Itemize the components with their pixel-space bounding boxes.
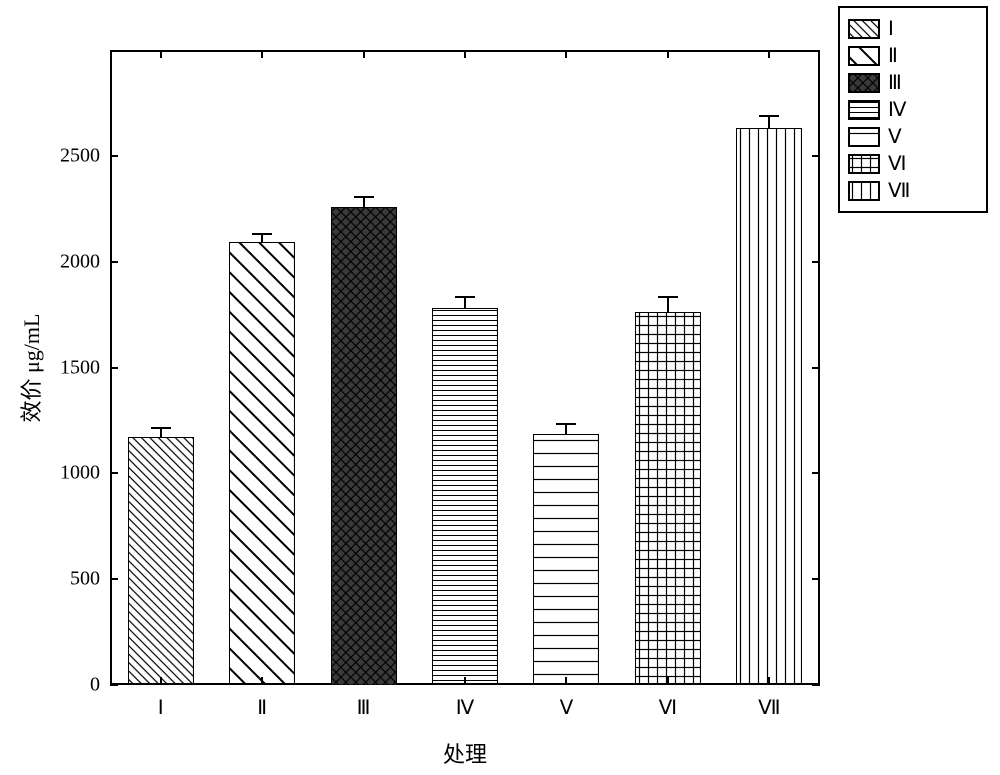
legend-swatch: [848, 127, 880, 147]
y-tick-label: 2000: [50, 250, 100, 273]
y-tick-label: 0: [50, 674, 100, 697]
x-tick-label: Ⅶ: [758, 695, 780, 720]
chart-canvas: 效价 μg/mL 处理 ⅠⅡⅢⅣⅤⅥⅦ 05001000150020002500…: [0, 0, 1000, 775]
error-bar: [464, 297, 466, 309]
error-bar: [768, 116, 770, 129]
legend-item: Ⅵ: [848, 151, 978, 176]
error-cap: [252, 233, 272, 235]
legend-item: Ⅱ: [848, 43, 978, 68]
legend-label: Ⅲ: [888, 70, 902, 95]
y-tick: [812, 261, 820, 263]
legend-item: Ⅰ: [848, 16, 978, 41]
legend-label: Ⅴ: [888, 124, 902, 149]
x-tick: [768, 50, 770, 58]
y-tick: [110, 684, 118, 686]
error-bar: [160, 428, 162, 438]
x-tick-label: Ⅳ: [456, 695, 474, 720]
y-axis-label: 效价 μg/mL: [14, 313, 46, 422]
x-tick-label: Ⅰ: [158, 695, 164, 720]
x-tick: [464, 50, 466, 58]
legend-swatch: [848, 100, 880, 120]
y-tick: [110, 261, 118, 263]
legend-label: Ⅰ: [888, 16, 894, 41]
legend-item: Ⅶ: [848, 178, 978, 203]
error-cap: [151, 427, 171, 429]
x-tick-label: Ⅱ: [257, 695, 267, 720]
bar: [128, 437, 194, 685]
y-tick-label: 1500: [50, 356, 100, 379]
y-tick: [110, 155, 118, 157]
error-bar: [261, 234, 263, 241]
bar: [736, 128, 802, 685]
legend-item: Ⅲ: [848, 70, 978, 95]
x-tick: [363, 50, 365, 58]
bar: [533, 434, 599, 685]
bar: [331, 207, 397, 685]
y-tick: [110, 472, 118, 474]
error-bar: [667, 297, 669, 313]
y-tick: [812, 684, 820, 686]
x-tick: [160, 50, 162, 58]
x-tick: [261, 50, 263, 58]
y-tick: [812, 155, 820, 157]
x-tick: [667, 50, 669, 58]
error-cap: [658, 296, 678, 298]
bar: [432, 308, 498, 685]
y-tick: [110, 578, 118, 580]
error-cap: [455, 296, 475, 298]
x-tick-label: Ⅵ: [659, 695, 677, 720]
legend-item: Ⅳ: [848, 97, 978, 122]
y-tick: [812, 367, 820, 369]
legend: ⅠⅡⅢⅣⅤⅥⅦ: [838, 6, 988, 213]
legend-item: Ⅴ: [848, 124, 978, 149]
legend-label: Ⅶ: [888, 178, 910, 203]
legend-label: Ⅵ: [888, 151, 906, 176]
legend-swatch: [848, 73, 880, 93]
legend-swatch: [848, 181, 880, 201]
y-tick-label: 2500: [50, 144, 100, 167]
y-tick: [812, 578, 820, 580]
error-cap: [759, 115, 779, 117]
error-bar: [363, 197, 365, 207]
y-tick-label: 1000: [50, 462, 100, 485]
x-tick-label: Ⅲ: [357, 695, 371, 720]
legend-label: Ⅱ: [888, 43, 898, 68]
legend-swatch: [848, 46, 880, 66]
legend-swatch: [848, 19, 880, 39]
y-tick: [812, 472, 820, 474]
legend-label: Ⅳ: [888, 97, 906, 122]
x-tick: [565, 50, 567, 58]
legend-swatch: [848, 154, 880, 174]
error-bar: [565, 424, 567, 435]
bar: [635, 312, 701, 685]
error-cap: [354, 196, 374, 198]
y-tick: [110, 367, 118, 369]
x-axis-label: 处理: [443, 737, 487, 769]
bar: [229, 242, 295, 685]
x-tick-label: Ⅴ: [560, 695, 574, 720]
y-tick-label: 500: [50, 568, 100, 591]
error-cap: [556, 423, 576, 425]
